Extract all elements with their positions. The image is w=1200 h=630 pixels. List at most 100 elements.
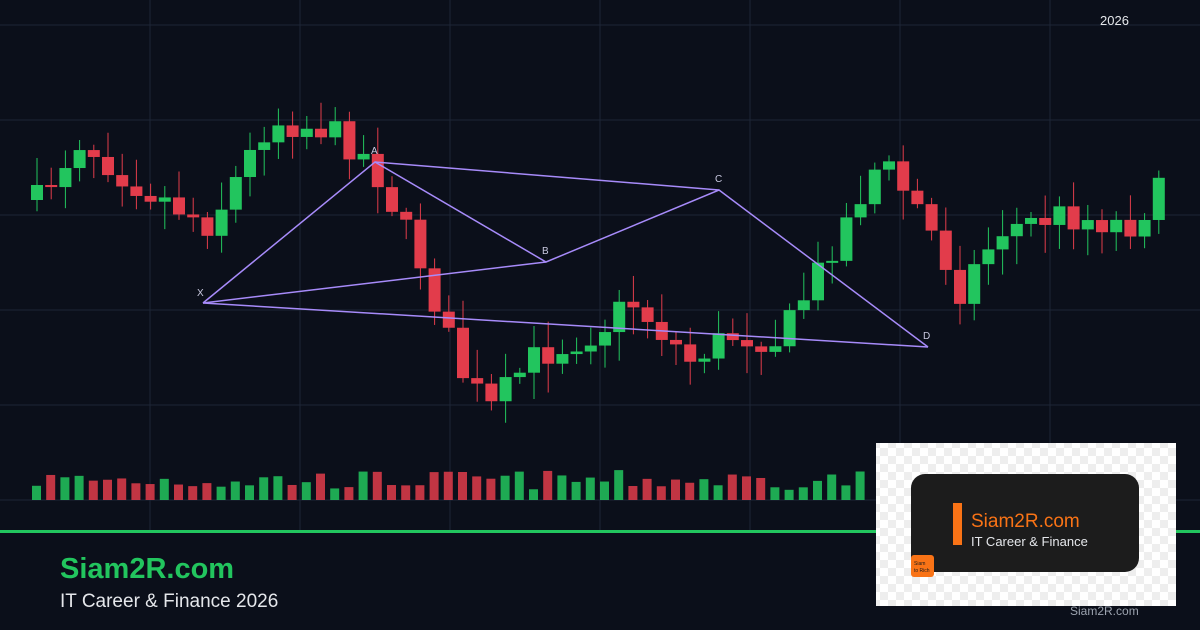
volume-bar <box>458 471 467 500</box>
volume-bar <box>500 475 510 500</box>
volume-bar <box>671 479 680 500</box>
logo: Siam2R.com IT Career & Finance Siam to R… <box>876 443 1176 618</box>
volume-bar <box>358 471 368 500</box>
volume-bar <box>770 487 780 500</box>
watermark: Siam2R.com <box>1070 604 1139 618</box>
point-label: B <box>542 246 549 257</box>
candle <box>897 161 910 191</box>
volume-bar <box>259 477 269 500</box>
volume-bar <box>529 489 538 500</box>
volume-bar <box>330 488 340 500</box>
candle <box>570 351 583 355</box>
point-label: D <box>923 331 930 342</box>
volume-bar <box>841 485 851 500</box>
logo-subtitle: IT Career & Finance <box>971 534 1088 549</box>
candle <box>485 383 498 402</box>
volume-bar <box>798 487 808 500</box>
volume <box>32 470 865 500</box>
volume-bar <box>813 480 822 500</box>
candle <box>158 197 171 202</box>
candle <box>1081 220 1094 230</box>
candle <box>797 300 810 311</box>
volume-bar <box>401 485 411 500</box>
candle <box>187 214 200 218</box>
volume-bar <box>159 478 169 500</box>
candle <box>457 327 469 379</box>
candle <box>73 150 86 169</box>
volume-bar <box>32 485 41 500</box>
candle <box>173 197 185 215</box>
volume-bar <box>713 485 723 500</box>
candle <box>1067 206 1080 230</box>
volume-bar <box>287 484 297 500</box>
candle <box>87 150 100 157</box>
candle <box>641 307 654 322</box>
candle <box>542 347 555 364</box>
candle <box>627 301 640 308</box>
volume-bar <box>855 471 865 500</box>
candle <box>442 311 455 328</box>
year-label: 2026 <box>1100 13 1129 28</box>
volume-bar <box>486 478 496 500</box>
candle <box>840 217 853 261</box>
footer-title: Siam2R.com <box>60 553 234 585</box>
candle <box>144 195 157 202</box>
volume-bar <box>600 481 609 500</box>
candle <box>826 260 839 263</box>
volume-bar <box>344 487 354 500</box>
candle <box>428 268 441 312</box>
candle <box>116 175 129 187</box>
candle <box>783 310 796 347</box>
volume-bar <box>145 484 155 500</box>
volume-bar <box>614 470 624 500</box>
candle <box>982 249 995 265</box>
volume-bar <box>316 473 325 500</box>
candle <box>414 219 427 269</box>
divider <box>0 530 1200 533</box>
candle <box>741 340 753 347</box>
pattern-line <box>374 161 720 191</box>
volume-bar <box>472 476 482 500</box>
pattern-line <box>202 302 929 348</box>
volume-bar <box>202 483 212 500</box>
candle <box>684 344 697 362</box>
volume-bar <box>372 471 382 500</box>
candle <box>102 156 114 176</box>
logo-accent <box>953 503 962 545</box>
volume-bar <box>727 474 737 500</box>
badge-text: Siam <box>914 561 925 567</box>
candle <box>45 185 58 188</box>
candle <box>499 377 512 402</box>
candle <box>1096 220 1108 233</box>
volume-bar <box>273 476 283 500</box>
candle <box>726 333 739 341</box>
volume-bar <box>74 475 84 500</box>
candle <box>59 168 72 188</box>
candle <box>343 121 356 160</box>
candle <box>883 161 895 170</box>
volume-bar <box>88 480 98 500</box>
point-label: X <box>197 288 204 299</box>
candles <box>31 102 1165 423</box>
candle <box>1053 206 1066 225</box>
candle <box>300 128 313 137</box>
volume-bar <box>174 484 183 500</box>
volume-bar <box>543 470 553 500</box>
volume-bar <box>585 477 595 500</box>
candle <box>272 125 285 143</box>
volume-bar <box>245 485 254 500</box>
candle <box>371 153 384 188</box>
pattern-line <box>202 161 929 348</box>
logo-title: Siam2R.com <box>971 511 1080 532</box>
candle <box>1039 217 1052 225</box>
candle <box>513 372 526 378</box>
candle <box>1010 223 1023 237</box>
candle <box>939 230 952 270</box>
volume-bar <box>557 475 567 500</box>
candle <box>755 346 768 352</box>
volume-bar <box>756 477 766 500</box>
candle <box>1152 177 1165 220</box>
volume-bar <box>699 479 709 500</box>
candle <box>258 142 271 150</box>
